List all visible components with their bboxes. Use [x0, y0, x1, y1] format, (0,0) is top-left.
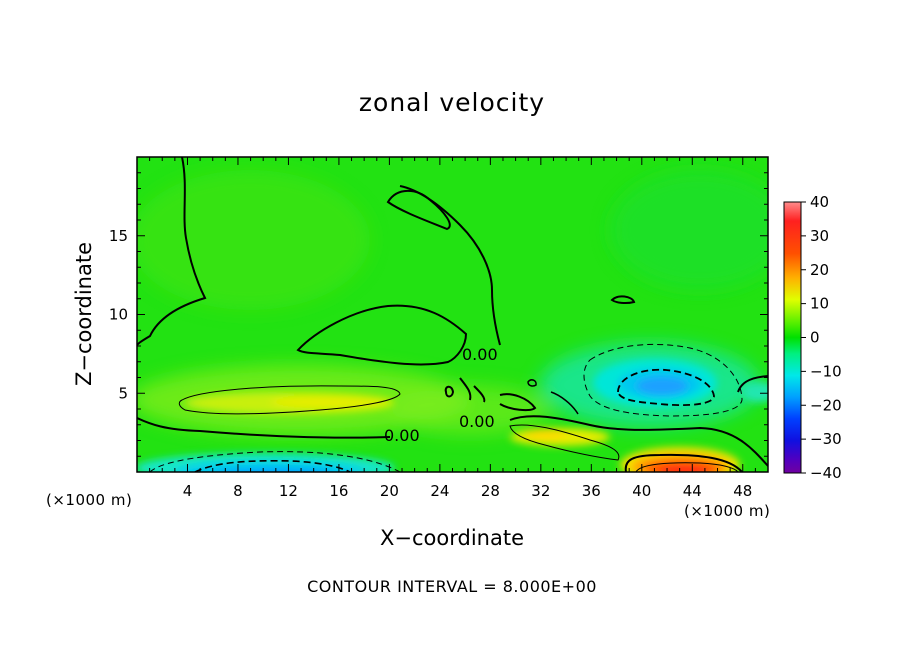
colorbar-tick-label: −10	[810, 362, 842, 380]
contour-label: 0.00	[459, 412, 495, 431]
x-tick-label: 16	[329, 482, 348, 500]
colorbar-tick-label: 20	[810, 261, 829, 279]
y-tick-label: 10	[109, 306, 128, 324]
x-tick-label: 28	[481, 482, 500, 500]
x-tick-label: 8	[233, 482, 243, 500]
colorbar	[783, 201, 802, 474]
z-unit-label: (×1000 m)	[46, 491, 133, 509]
colorbar-tick-label: −40	[810, 464, 842, 482]
colorbar-tick-label: 40	[810, 193, 829, 211]
x-unit-label: (×1000 m)	[684, 502, 771, 520]
colorbar-tick-label: 30	[810, 227, 829, 245]
colorbar-tick-label: 0	[810, 329, 820, 347]
colorbar-tick-label: −30	[810, 430, 842, 448]
colorbar-tick-label: −20	[810, 396, 842, 414]
contour-label: 0.00	[384, 426, 420, 445]
x-axis-ticks: 4 8 12 16 20 24 28 32 36 40 44 48	[149, 157, 756, 500]
velocity-field	[137, 157, 768, 472]
chart-title: zonal velocity	[358, 88, 546, 117]
contour-lines	[137, 157, 768, 472]
y-tick-label: 5	[118, 384, 128, 402]
contour-interval-text: CONTOUR INTERVAL = 8.000E+00	[307, 577, 597, 596]
x-tick-label: 40	[632, 482, 651, 500]
x-tick-label: 4	[183, 482, 193, 500]
x-tick-label: 48	[733, 482, 752, 500]
x-tick-label: 32	[531, 482, 550, 500]
x-tick-label: 24	[430, 482, 449, 500]
y-tick-label: 15	[109, 227, 128, 245]
y-axis-ticks: 5 10 15	[109, 172, 768, 457]
colorbar-tick-label: 10	[810, 295, 829, 313]
x-tick-label: 20	[380, 482, 399, 500]
x-tick-label: 12	[279, 482, 298, 500]
x-axis-label: X−coordinate	[380, 526, 524, 550]
colorbar-ticks: 40 30 20 10 0 −10 −20 −30 −40	[801, 193, 842, 482]
x-tick-label: 44	[683, 482, 702, 500]
contour-label: 0.00	[462, 345, 498, 364]
x-tick-label: 36	[582, 482, 601, 500]
